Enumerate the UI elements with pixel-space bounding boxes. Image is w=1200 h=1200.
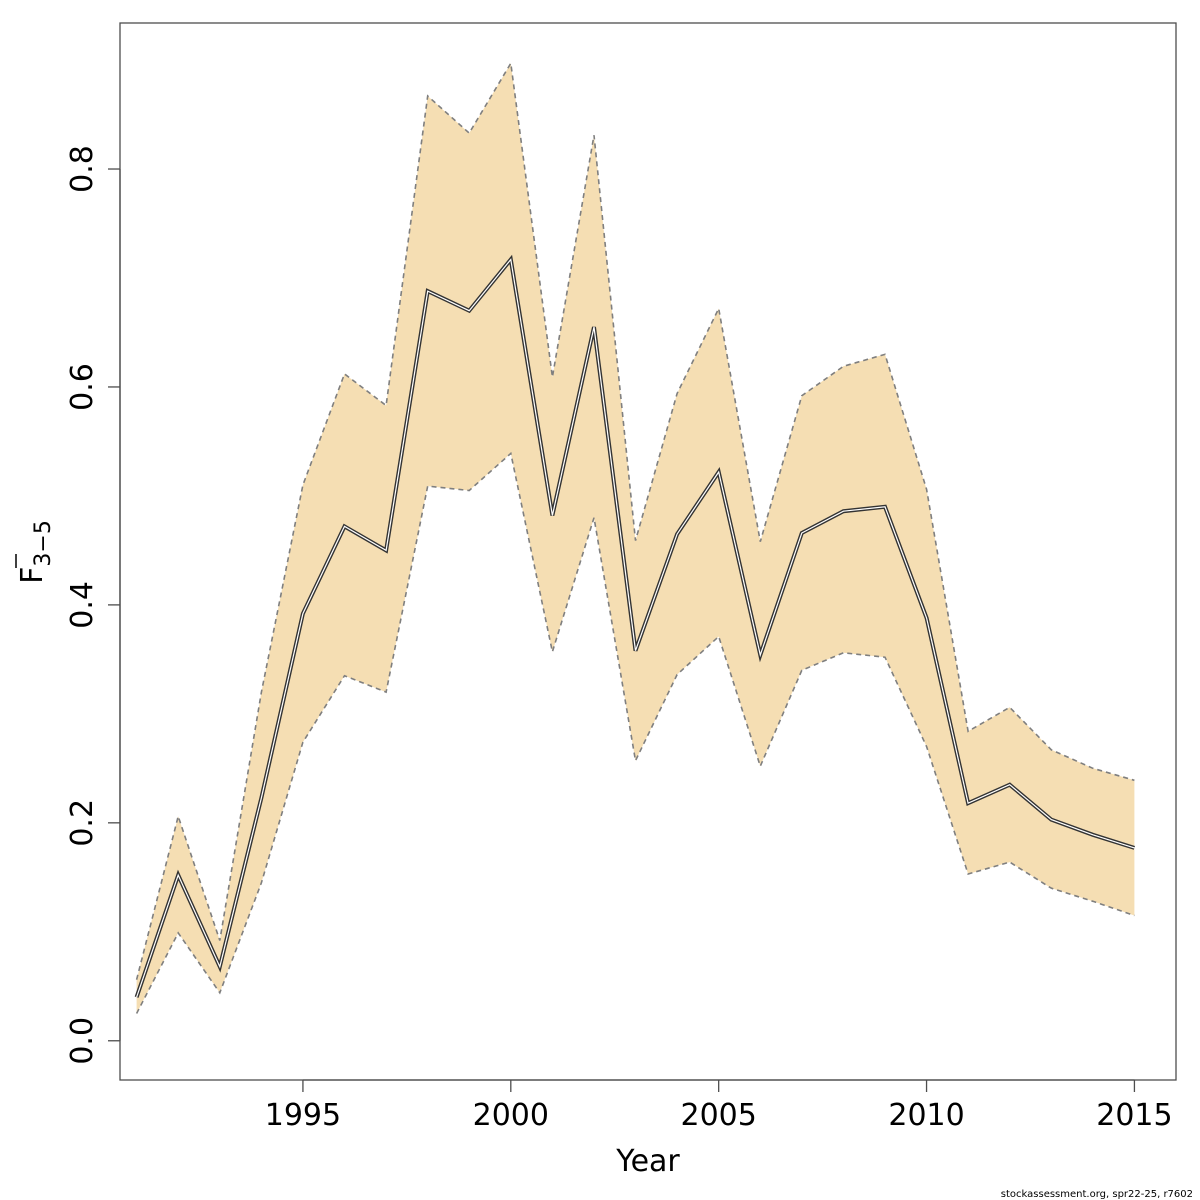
y-axis-title-text: F3−5 bbox=[15, 520, 56, 584]
x-tick-label: 2000 bbox=[473, 1098, 549, 1133]
y-tick-label: 0.6 bbox=[65, 363, 100, 411]
x-axis-title: Year bbox=[615, 1144, 680, 1179]
y-axis-title-subscript: 3−5 bbox=[31, 520, 56, 566]
upper-bound-line bbox=[135, 60, 1135, 980]
y-axis-title: F3−5 bbox=[15, 520, 56, 584]
lower-bound-line bbox=[135, 451, 1135, 1014]
y-tick-label: 0.4 bbox=[65, 581, 100, 629]
x-tick-label: 2005 bbox=[680, 1098, 756, 1133]
confidence-band bbox=[136, 63, 1135, 1014]
x-tick-label: 2010 bbox=[888, 1098, 964, 1133]
footnote: stockassessment.org, spr22-25, r7602 bbox=[1001, 1189, 1193, 1200]
x-tick-label: 1995 bbox=[265, 1098, 341, 1133]
y-axis-title-main: F bbox=[15, 567, 50, 584]
series-line-layer bbox=[134, 60, 1136, 1014]
confidence-band-layer bbox=[136, 63, 1135, 1014]
estimate-line-inner bbox=[136, 258, 1135, 998]
x-axis: 1995 2000 2005 2010 2015 bbox=[265, 1079, 1173, 1133]
y-tick-label: 0.0 bbox=[65, 1017, 100, 1065]
y-axis: 0.0 0.2 0.4 0.6 0.8 bbox=[65, 145, 121, 1065]
x-tick-label: 2015 bbox=[1096, 1098, 1172, 1133]
y-tick-label: 0.2 bbox=[65, 799, 100, 847]
y-tick-label: 0.8 bbox=[65, 145, 100, 193]
